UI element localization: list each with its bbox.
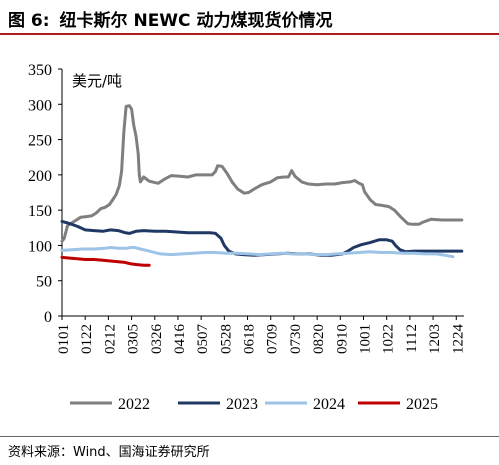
y-tick-label: 300 (28, 97, 52, 114)
x-tick-label: 0305 (126, 324, 142, 354)
x-tick-label: 0326 (149, 324, 165, 355)
x-tick-label: 0528 (218, 324, 234, 354)
x-tick-label: 1224 (450, 324, 466, 355)
series-line-2023 (60, 219, 464, 257)
source-rule (0, 436, 499, 437)
x-tick-label: 1112 (404, 324, 420, 353)
x-tick-label: 0910 (334, 324, 350, 354)
y-tick-label: 250 (28, 133, 52, 150)
x-tick-label: 1203 (427, 324, 443, 354)
series-line-2022 (60, 104, 464, 243)
unit-label: 美元/吨 (72, 72, 122, 90)
x-tick-label: 0507 (195, 324, 211, 355)
y-tick-label: 150 (28, 203, 52, 220)
x-tick-label: 0618 (242, 324, 258, 354)
legend-label-2024: 2024 (313, 396, 345, 413)
y-tick-label: 0 (44, 309, 52, 326)
legend-label-2023: 2023 (226, 396, 258, 413)
figure-title-text: 纽卡斯尔 NEWC 动力煤现货价情况 (59, 11, 333, 31)
figure-title: 图 6: 纽卡斯尔 NEWC 动力煤现货价情况 (8, 6, 332, 31)
line-chart: 0 50 100 150 200 250 300 350 0101 0122 0212 0305 032… (28, 62, 466, 413)
y-tick-label: 200 (28, 168, 52, 185)
x-tick-label: 0709 (265, 324, 281, 354)
legend-label-2022: 2022 (118, 396, 150, 413)
x-tick-label: 1022 (381, 324, 397, 354)
figure-number: 图 6: (8, 11, 50, 31)
x-tick-label: 0820 (311, 324, 327, 354)
y-tick-label: 350 (28, 62, 52, 79)
title-rule (0, 33, 499, 35)
legend-label-2025: 2025 (406, 396, 438, 413)
series-line-2025 (60, 255, 151, 267)
series-line-2024 (60, 246, 455, 259)
y-tick-label: 50 (36, 274, 52, 291)
x-tick-label: 0101 (56, 324, 72, 354)
x-tick-label: 0212 (102, 324, 118, 354)
x-tick-label: 1001 (358, 324, 374, 354)
source-note: 资料来源：Wind、国海证券研究所 (8, 445, 210, 460)
y-tick-label: 100 (28, 238, 52, 255)
x-tick-label: 0122 (79, 324, 95, 354)
x-tick-label: 0416 (172, 324, 188, 355)
x-tick-label: 0730 (288, 324, 304, 354)
